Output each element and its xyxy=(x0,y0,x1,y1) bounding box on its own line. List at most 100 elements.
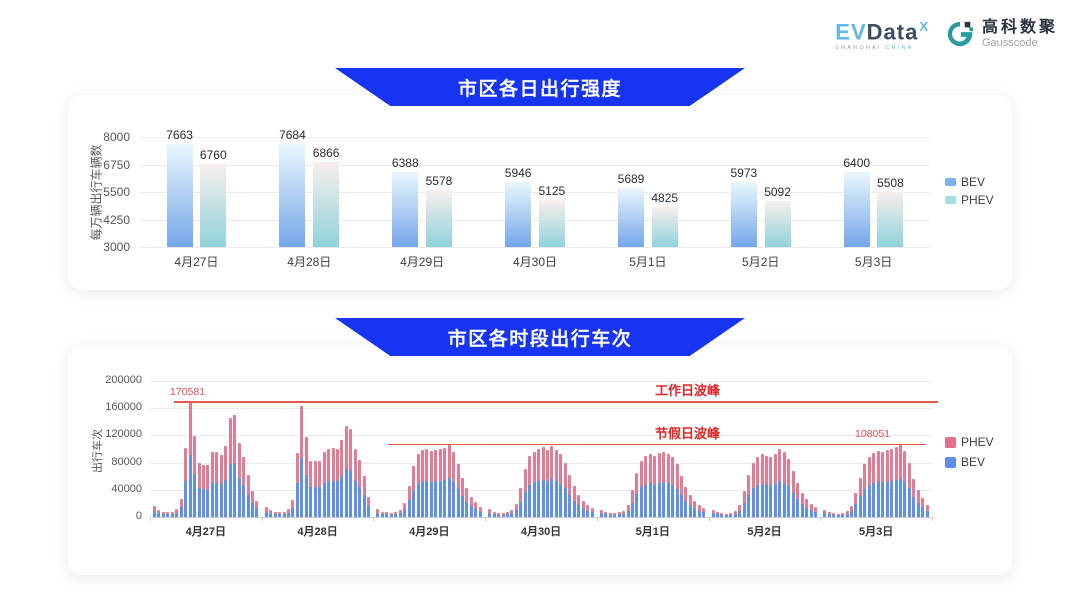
hour-bar-bev xyxy=(264,511,268,517)
hour-bar xyxy=(881,451,885,517)
hour-bar-bev xyxy=(590,512,594,517)
hour-bar-phev xyxy=(492,511,496,515)
y-tick-label: 80000 xyxy=(111,455,142,468)
evdata-sub-china: CHINA xyxy=(885,45,914,52)
x-axis-label: 5月1日 xyxy=(635,526,670,538)
hour-bar-bev xyxy=(769,485,773,517)
y-tick-label: 3000 xyxy=(103,240,130,254)
hour-bar-bev xyxy=(546,481,550,517)
hour-bar xyxy=(331,448,335,517)
hour-bar-bev xyxy=(907,488,911,517)
hour-bar xyxy=(313,461,317,517)
x-axis-label: 4月27日 xyxy=(185,526,227,538)
bar-column-bev: 6400 xyxy=(843,95,870,247)
hour-bar xyxy=(688,495,692,517)
hour-bar xyxy=(912,478,916,517)
hour-bar-bev xyxy=(854,504,858,517)
hour-bar-bev xyxy=(765,484,768,517)
hour-bar xyxy=(648,453,652,517)
hour-bar-phev xyxy=(554,449,558,482)
gridline xyxy=(140,137,930,138)
legend-item-phev[interactable]: PHEV xyxy=(945,193,994,207)
hour-bar-phev xyxy=(398,510,402,514)
bar-phev xyxy=(538,200,565,247)
hour-bar xyxy=(586,504,590,517)
hour-bar xyxy=(890,449,894,517)
hour-bar-phev xyxy=(309,461,313,488)
hour-bar xyxy=(894,446,898,517)
hour-bar-phev xyxy=(327,449,331,481)
hour-bar-bev xyxy=(282,514,286,517)
hour-bar-bev xyxy=(197,488,201,517)
bar-column-phev: 4825 xyxy=(651,95,678,247)
hour-bar-phev xyxy=(631,489,635,503)
hour-bar-bev xyxy=(773,483,777,517)
hour-bar xyxy=(175,508,179,517)
hour-bar-phev xyxy=(697,504,701,511)
hour-bar-phev xyxy=(791,470,795,493)
hour-bar-bev xyxy=(425,480,429,517)
hour-bar-phev xyxy=(412,466,416,490)
hour-bar-bev xyxy=(635,493,639,517)
hour-bar-phev xyxy=(916,489,920,503)
hour-bar xyxy=(809,504,813,517)
hour-bar-bev xyxy=(559,483,563,517)
hour-bar-bev xyxy=(720,514,724,517)
hour-bar-phev xyxy=(193,436,197,475)
hour-bar xyxy=(242,457,246,517)
legend-item-phev[interactable]: PHEV xyxy=(945,435,994,449)
hour-bar-phev xyxy=(921,497,925,507)
hour-bar-phev xyxy=(469,496,473,507)
hour-bar-bev xyxy=(823,513,827,517)
chart2-plot-area: 170581 工作日波峰 节假日波峰 108051 xyxy=(150,381,938,521)
bar-bev xyxy=(505,182,532,247)
hour-bar-phev xyxy=(898,443,902,479)
hour-bar-phev xyxy=(501,512,505,515)
hour-bar xyxy=(228,417,232,517)
hour-bar-bev xyxy=(898,478,902,517)
gridline xyxy=(140,247,930,248)
hour-bar-phev xyxy=(380,511,384,515)
hour-bar-phev xyxy=(318,460,322,488)
hour-bar-bev xyxy=(452,482,456,517)
x-axis-label: 4月27日 xyxy=(174,255,219,269)
hour-bar-phev xyxy=(872,453,876,484)
hour-bar-phev xyxy=(769,457,773,486)
hour-bar-bev xyxy=(385,514,389,517)
hour-bar-bev xyxy=(362,495,366,517)
x-axis-tick xyxy=(150,517,151,521)
hour-bar-phev xyxy=(385,512,389,515)
hour-bar xyxy=(604,511,608,517)
hour-bar-bev xyxy=(412,489,416,517)
hour-bar-bev xyxy=(845,513,849,517)
hour-bar-phev xyxy=(465,488,469,502)
legend-item-bev[interactable]: BEV xyxy=(945,455,994,469)
hour-bar-bev xyxy=(210,482,214,517)
hour-bar-bev xyxy=(367,506,371,517)
hour-bar-phev xyxy=(881,451,885,483)
hour-bar-phev xyxy=(344,425,348,469)
hour-bar xyxy=(318,460,322,517)
hour-bar-phev xyxy=(800,492,804,505)
legend-swatch-phev xyxy=(945,196,956,204)
hour-bar xyxy=(832,512,836,517)
hour-bar-phev xyxy=(813,507,817,512)
hour-bar xyxy=(206,465,210,517)
hour-bar xyxy=(872,453,876,517)
hour-bar xyxy=(492,511,496,517)
hour-bar-bev xyxy=(407,500,411,517)
hour-bar xyxy=(282,511,286,517)
hourly-trips-card: 出行车次 200000 160000 120000 80000 40000 0 17058… xyxy=(68,345,1012,575)
hour-bar-phev xyxy=(304,437,308,475)
hour-bar-bev xyxy=(662,482,666,517)
hour-bar xyxy=(572,486,576,517)
hour-bar-bev xyxy=(697,510,701,517)
hour-bar xyxy=(729,512,733,517)
hour-bar-bev xyxy=(912,496,916,517)
hour-bar-bev xyxy=(358,486,362,517)
legend-item-bev[interactable]: BEV xyxy=(945,175,994,189)
hour-bar-bev xyxy=(657,483,661,517)
hour-bar-bev xyxy=(532,482,536,517)
hour-bar-bev xyxy=(809,510,813,517)
hour-bar-bev xyxy=(465,501,469,517)
